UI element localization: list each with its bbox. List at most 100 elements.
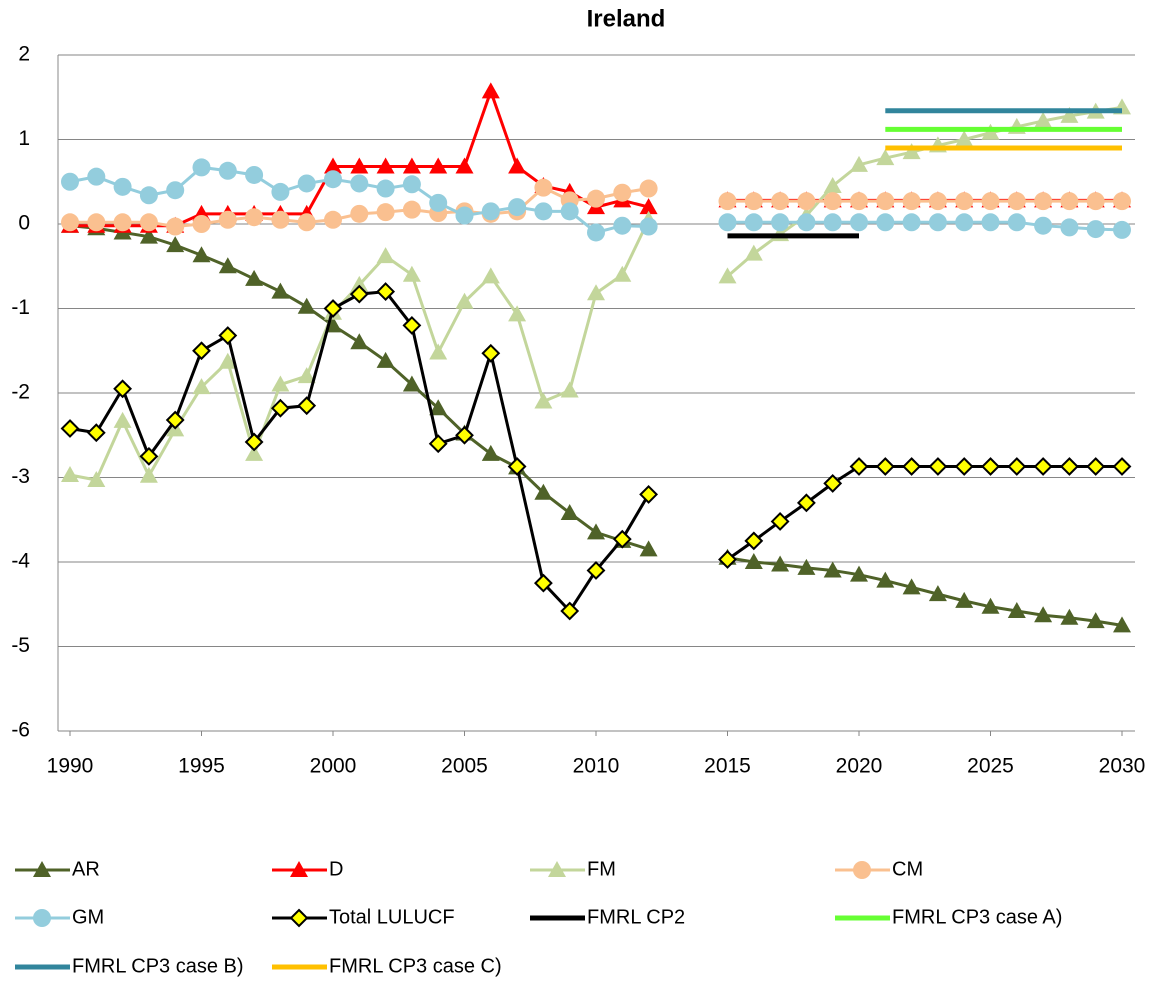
x-tick-label: 2000: [310, 755, 357, 778]
data-point: [350, 333, 369, 350]
data-point: [324, 170, 342, 189]
data-point: [981, 597, 1000, 614]
data-point: [323, 299, 343, 318]
series-line: [727, 220, 1123, 232]
data-point: [218, 161, 237, 180]
data-point: [218, 326, 238, 345]
data-point: [954, 457, 974, 476]
data-point: [533, 573, 553, 593]
data-point: [744, 531, 764, 551]
data-point: [1060, 218, 1079, 237]
data-point: [902, 192, 921, 211]
data-point: [534, 178, 553, 197]
x-tick-label: 1990: [47, 755, 94, 778]
data-point: [744, 553, 763, 569]
data-point: [402, 157, 421, 174]
data-point: [796, 493, 816, 513]
data-point: [87, 213, 106, 232]
data-point: [1034, 111, 1053, 128]
data-point: [928, 192, 947, 211]
data-point: [218, 210, 237, 229]
data-point: [850, 192, 868, 211]
legend-label: AR: [72, 858, 100, 880]
data-point: [402, 265, 421, 282]
x-tick-label: 2025: [967, 755, 1014, 778]
data-point: [1033, 457, 1053, 476]
data-point: [612, 529, 632, 549]
data-point: [350, 174, 369, 193]
data-point: [1034, 192, 1053, 211]
data-point: [902, 457, 922, 476]
data-point: [87, 167, 106, 186]
data-point: [166, 181, 185, 200]
data-point: [429, 399, 448, 416]
data-point: [981, 457, 1000, 476]
data-point: [86, 423, 106, 443]
data-point: [324, 157, 342, 174]
data-point: [376, 157, 395, 174]
legend-label: FMRL CP3 case A): [892, 906, 1062, 928]
data-point: [981, 213, 1000, 232]
data-point: [587, 284, 605, 301]
series-line: [69, 219, 650, 482]
data-point: [113, 177, 132, 196]
y-tick-label: -6: [11, 719, 30, 742]
data-point: [771, 213, 790, 232]
data-point: [850, 565, 868, 582]
data-point: [192, 341, 211, 361]
data-point: [771, 555, 790, 572]
data-point: [534, 202, 553, 221]
data-point: [245, 444, 264, 461]
data-point: [61, 213, 79, 232]
data-point: [1007, 192, 1026, 211]
data-point: [639, 217, 658, 236]
x-tick-label: 2030: [1099, 755, 1146, 778]
data-point: [718, 213, 737, 232]
data-point: [61, 172, 79, 191]
data-point: [797, 192, 816, 211]
series-line: [69, 224, 650, 551]
legend-label: FMRL CP3 case B): [72, 955, 244, 977]
data-point: [1007, 602, 1026, 619]
data-point: [955, 591, 974, 608]
data-point: [481, 82, 500, 99]
data-point: [192, 215, 211, 233]
data-point: [613, 216, 632, 235]
data-point: [902, 578, 921, 595]
data-point: [428, 434, 448, 454]
data-point: [271, 375, 290, 392]
data-point: [928, 213, 947, 232]
data-point: [639, 540, 658, 557]
data-point: [429, 343, 448, 360]
data-point: [902, 143, 921, 160]
data-point: [613, 265, 632, 282]
legend-marker: [33, 861, 51, 877]
data-point: [1060, 192, 1079, 211]
data-point: [560, 503, 579, 520]
data-point: [350, 275, 369, 292]
data-point: [455, 292, 474, 309]
data-point: [297, 367, 316, 384]
data-point: [902, 213, 921, 232]
data-point: [297, 174, 316, 193]
data-point: [245, 269, 264, 286]
data-point: [376, 203, 395, 222]
data-point: [875, 457, 895, 476]
data-point: [402, 375, 421, 392]
data-point: [928, 585, 947, 602]
data-point: [139, 213, 158, 232]
series-line: [726, 105, 1123, 278]
data-point: [166, 236, 185, 253]
data-point: [771, 192, 790, 211]
data-point: [508, 157, 527, 174]
data-point: [1086, 612, 1105, 629]
data-point: [1113, 220, 1131, 239]
data-point: [850, 155, 868, 172]
legend-marker: [853, 861, 871, 879]
data-point: [1113, 616, 1131, 633]
data-point: [587, 223, 605, 242]
data-point: [87, 471, 106, 488]
data-point: [1086, 192, 1105, 211]
data-point: [1060, 608, 1079, 625]
data-point: [1060, 106, 1079, 123]
